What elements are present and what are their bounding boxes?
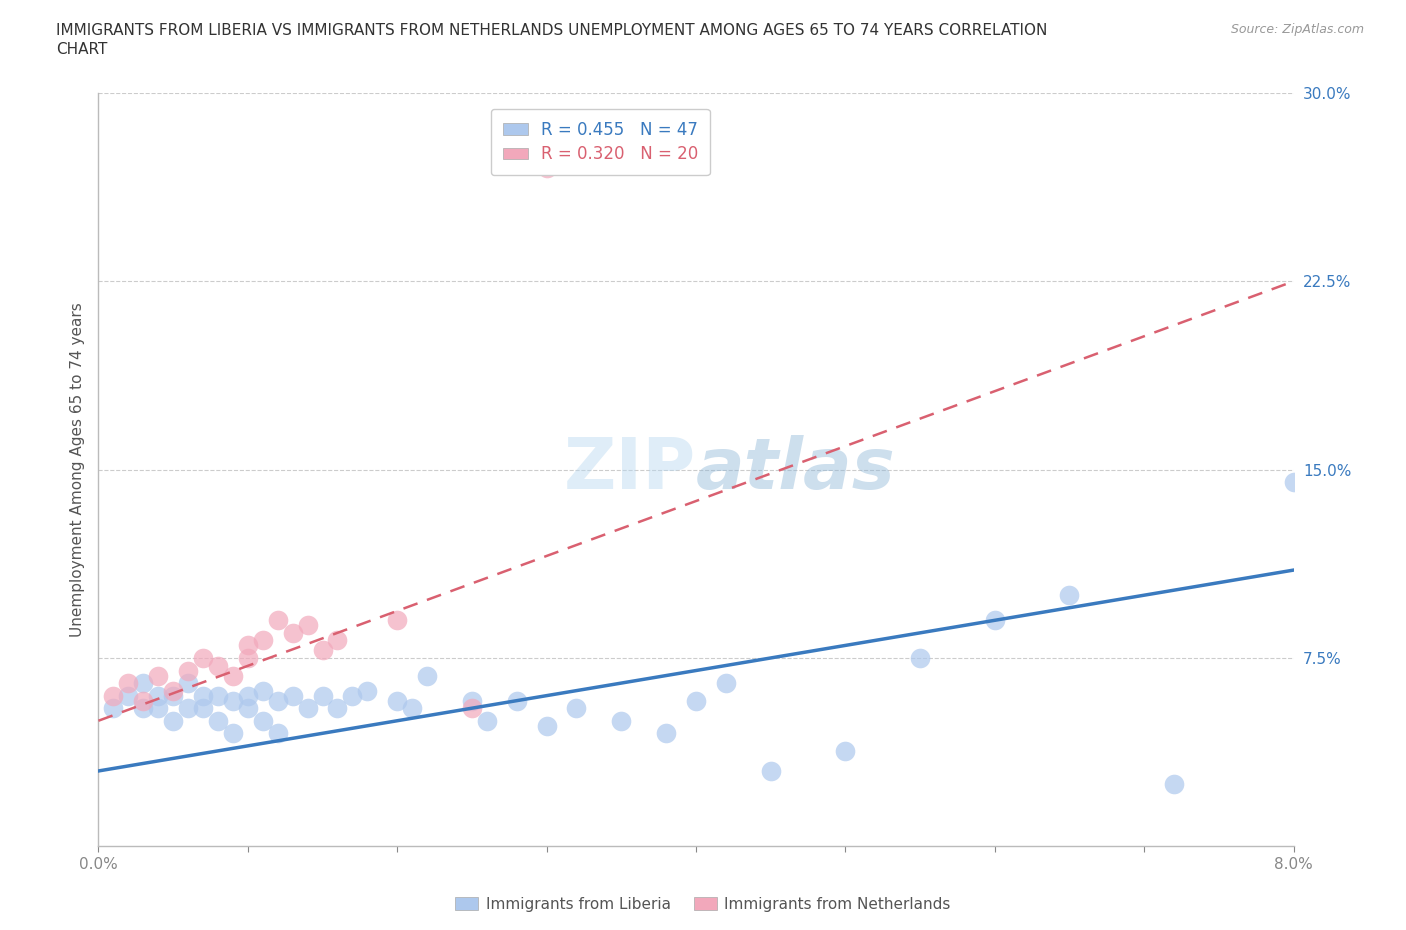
Point xyxy=(461,693,484,708)
Point xyxy=(162,684,184,698)
Text: ZIP: ZIP xyxy=(564,435,696,504)
Point xyxy=(297,618,319,632)
Point xyxy=(236,701,259,716)
Point xyxy=(714,675,737,690)
Point xyxy=(685,693,707,708)
Point xyxy=(565,701,588,716)
Point xyxy=(281,625,304,640)
Point xyxy=(356,684,378,698)
Point xyxy=(132,675,155,690)
Point xyxy=(1163,776,1185,790)
Point xyxy=(148,701,170,716)
Point xyxy=(252,684,274,698)
Text: atlas: atlas xyxy=(696,435,896,504)
Point xyxy=(326,633,349,648)
Point xyxy=(610,713,633,728)
Point xyxy=(385,613,409,628)
Text: CHART: CHART xyxy=(56,42,108,57)
Point xyxy=(162,688,184,703)
Point xyxy=(236,638,259,653)
Point xyxy=(984,613,1007,628)
Point xyxy=(148,668,170,683)
Point xyxy=(655,726,678,741)
Text: Source: ZipAtlas.com: Source: ZipAtlas.com xyxy=(1230,23,1364,36)
Point xyxy=(475,713,498,728)
Point xyxy=(536,161,558,176)
Legend: Immigrants from Liberia, Immigrants from Netherlands: Immigrants from Liberia, Immigrants from… xyxy=(449,890,957,918)
Point xyxy=(177,701,200,716)
Point xyxy=(191,701,214,716)
Point xyxy=(177,675,200,690)
Point xyxy=(267,693,290,708)
Point xyxy=(117,688,139,703)
Point xyxy=(207,688,229,703)
Point xyxy=(222,668,245,683)
Point xyxy=(267,726,290,741)
Point xyxy=(1059,588,1081,603)
Point xyxy=(207,658,229,673)
Point xyxy=(162,713,184,728)
Point xyxy=(401,701,423,716)
Legend: R = 0.455   N = 47, R = 0.320   N = 20: R = 0.455 N = 47, R = 0.320 N = 20 xyxy=(491,109,710,175)
Point xyxy=(132,693,155,708)
Point xyxy=(908,651,931,666)
Point xyxy=(222,726,245,741)
Point xyxy=(759,764,782,778)
Point xyxy=(385,693,409,708)
Point xyxy=(103,688,125,703)
Point xyxy=(236,651,259,666)
Point xyxy=(297,701,319,716)
Point xyxy=(416,668,439,683)
Point xyxy=(342,688,364,703)
Point xyxy=(1282,474,1305,489)
Point xyxy=(834,743,856,758)
Point xyxy=(148,688,170,703)
Point xyxy=(311,643,333,658)
Point xyxy=(236,688,259,703)
Point xyxy=(252,713,274,728)
Point xyxy=(207,713,229,728)
Point xyxy=(177,663,200,678)
Point xyxy=(103,701,125,716)
Point xyxy=(222,693,245,708)
Point xyxy=(191,688,214,703)
Text: IMMIGRANTS FROM LIBERIA VS IMMIGRANTS FROM NETHERLANDS UNEMPLOYMENT AMONG AGES 6: IMMIGRANTS FROM LIBERIA VS IMMIGRANTS FR… xyxy=(56,23,1047,38)
Point xyxy=(461,701,484,716)
Point xyxy=(191,651,214,666)
Point xyxy=(267,613,290,628)
Y-axis label: Unemployment Among Ages 65 to 74 years: Unemployment Among Ages 65 to 74 years xyxy=(69,302,84,637)
Point xyxy=(326,701,349,716)
Point xyxy=(311,688,333,703)
Point xyxy=(117,675,139,690)
Point xyxy=(536,718,558,733)
Point xyxy=(506,693,529,708)
Point xyxy=(281,688,304,703)
Point xyxy=(252,633,274,648)
Point xyxy=(132,701,155,716)
